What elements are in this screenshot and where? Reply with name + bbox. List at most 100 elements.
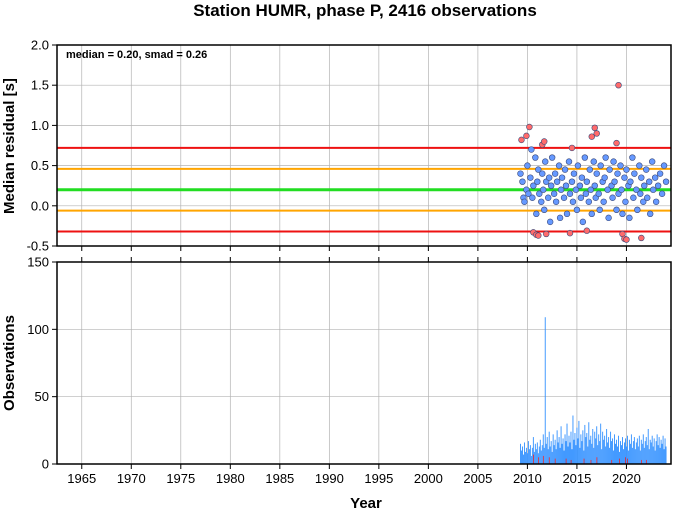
- residual-point: [550, 190, 558, 197]
- observation-bar: [645, 459, 647, 464]
- observation-bar: [554, 458, 556, 464]
- residual-point: [529, 194, 536, 201]
- residual-point: [585, 198, 593, 205]
- observation-bar: [583, 458, 585, 464]
- residual-point: [621, 174, 628, 181]
- bottom-grid: [57, 262, 671, 464]
- observation-bar: [652, 446, 654, 464]
- residual-point: [623, 236, 630, 243]
- observation-bar: [605, 446, 607, 464]
- residual-point: [545, 174, 553, 181]
- x-tick-label: 1985: [265, 471, 294, 486]
- residual-point: [518, 136, 525, 144]
- residual-point: [615, 81, 622, 89]
- observation-bar: [522, 454, 524, 464]
- top-y-tick-label: 0.0: [31, 198, 49, 213]
- residual-point: [644, 194, 651, 201]
- observation-bar: [656, 434, 658, 464]
- observation-bar: [553, 445, 555, 464]
- observation-bar: [663, 449, 665, 464]
- residual-point: [605, 214, 612, 222]
- observation-bar: [624, 442, 625, 464]
- residual-point: [563, 210, 571, 218]
- observation-bar: [654, 450, 656, 464]
- x-tick-label: 2020: [612, 471, 641, 486]
- observation-bar: [531, 447, 533, 464]
- observation-bar: [619, 451, 620, 464]
- observation-bar: [627, 450, 629, 464]
- observation-bar: [595, 438, 597, 464]
- residual-point: [569, 198, 577, 205]
- observation-bar: [533, 451, 535, 464]
- residual-point: [583, 227, 591, 234]
- residual-point: [539, 170, 546, 177]
- observation-bar: [529, 445, 531, 464]
- observation-bar: [643, 447, 645, 464]
- residual-point: [533, 210, 540, 218]
- residual-point: [617, 162, 624, 169]
- observation-bar: [629, 443, 631, 464]
- residual-point: [521, 198, 528, 205]
- observation-bar: [615, 443, 616, 464]
- x-tick-label: 1980: [216, 471, 245, 486]
- observation-bar: [556, 430, 558, 464]
- observation-bar: [590, 435, 592, 464]
- residual-point: [660, 162, 668, 169]
- residual-point: [534, 178, 541, 185]
- observation-bar: [568, 435, 570, 464]
- residual-point: [637, 190, 644, 197]
- residual-point: [543, 230, 550, 238]
- observation-bar: [603, 439, 605, 464]
- residual-point: [588, 133, 595, 140]
- observation-bar: [611, 441, 613, 464]
- residual-point: [586, 166, 593, 173]
- observation-bar: [535, 449, 537, 464]
- residual-point: [572, 186, 580, 193]
- bottom-y-axis-label: Observations: [1, 315, 18, 411]
- observation-bar: [647, 428, 649, 464]
- observation-bar: [623, 449, 624, 464]
- observation-bar: [563, 450, 565, 464]
- observation-bar: [548, 431, 550, 464]
- residual-point: [606, 166, 613, 173]
- observation-bar: [577, 438, 579, 464]
- observation-bar: [650, 442, 652, 464]
- top-y-tick-label: 2.0: [31, 38, 49, 53]
- residual-point: [562, 182, 570, 189]
- observation-bar: [572, 415, 574, 464]
- observation-bar: [624, 438, 626, 464]
- residual-point: [613, 139, 620, 147]
- observation-bar: [584, 424, 586, 464]
- observation-bar: [579, 447, 581, 464]
- observation-bar: [609, 447, 611, 464]
- observation-bar: [562, 438, 564, 464]
- top-y-tick-label: 1.5: [31, 78, 49, 93]
- residual-point: [643, 166, 650, 173]
- observation-bar: [644, 441, 646, 464]
- observation-bar: [645, 437, 647, 464]
- residual-point: [627, 178, 634, 185]
- observation-bar: [520, 443, 521, 464]
- observation-bar: [570, 459, 572, 464]
- residual-point: [591, 182, 598, 189]
- x-tick-label: 1975: [166, 471, 195, 486]
- observation-bar: [608, 437, 610, 464]
- observation-bar: [592, 428, 594, 464]
- residual-point: [517, 170, 524, 177]
- observation-bar: [618, 435, 619, 464]
- residual-point: [610, 158, 617, 165]
- observation-bar: [632, 441, 634, 464]
- residual-point: [551, 170, 559, 177]
- residual-point: [523, 132, 530, 140]
- observation-bar: [581, 441, 583, 464]
- observation-bar: [665, 446, 667, 464]
- residual-point: [546, 218, 554, 226]
- observation-bars: [520, 317, 667, 464]
- observation-bar: [544, 317, 546, 464]
- observation-bar: [546, 437, 548, 464]
- x-axis-label: Year: [350, 495, 382, 511]
- residual-point: [623, 166, 630, 173]
- observation-bar: [537, 457, 539, 464]
- residual-point: [651, 174, 659, 181]
- observation-bar: [635, 442, 637, 464]
